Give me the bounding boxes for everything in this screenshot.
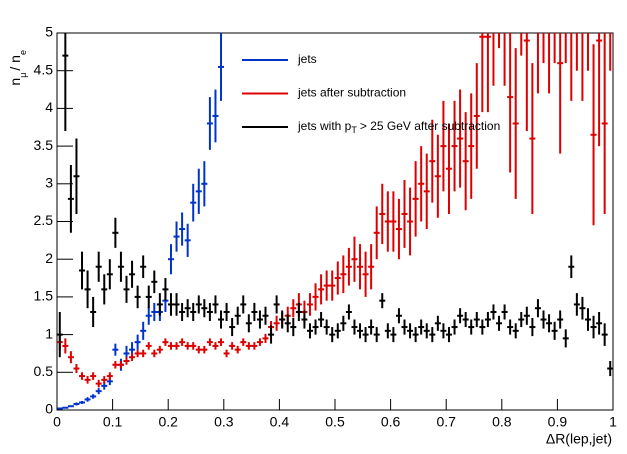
x-tick-label: 1 <box>609 414 617 430</box>
x-tick-label: 0.7 <box>436 414 456 430</box>
x-tick-label: 0.3 <box>214 414 234 430</box>
legend-label: jets after subtraction <box>297 86 406 100</box>
y-tick-label: 5 <box>45 24 53 40</box>
legend-sub: T <box>351 125 357 135</box>
x-tick-label: 0.4 <box>270 414 290 430</box>
y-label-sub: μ <box>18 73 28 78</box>
x-tick-label: 0 <box>53 414 61 430</box>
y-tick-label: 3.5 <box>34 137 54 153</box>
y-axis-label: nμ / ne <box>7 50 29 86</box>
x-tick-label: 0.2 <box>158 414 178 430</box>
x-tick-label: 0.1 <box>103 414 123 430</box>
x-axis-label: ΔR(lep,jet) <box>546 431 612 447</box>
y-tick-label: 2.5 <box>34 212 54 228</box>
x-tick-label: 0.6 <box>381 414 401 430</box>
y-label-part: n <box>7 78 23 86</box>
y-tick-label: 0.5 <box>34 363 54 379</box>
y-tick-label: 4 <box>45 99 53 115</box>
legend-label: jets <box>297 52 317 66</box>
y-tick-label: 1 <box>45 325 53 341</box>
y-tick-label: 4.5 <box>34 61 54 77</box>
marks <box>57 33 613 410</box>
y-tick-label: 1.5 <box>34 288 54 304</box>
x-tick-label: 0.5 <box>325 414 345 430</box>
y-tick-label: 0 <box>45 401 53 417</box>
legend-part: > 25 GeV after subtraction <box>360 119 500 133</box>
x-tick-label: 0.9 <box>548 414 568 430</box>
y-label-part: / n <box>7 55 23 71</box>
legend-label: jets with pT > 25 GeV after subtraction <box>297 119 500 135</box>
y-tick-label: 3 <box>45 175 53 191</box>
y-label-sub: e <box>18 50 28 55</box>
x-tick-label: 0.8 <box>492 414 512 430</box>
legend-part: jets with p <box>297 119 352 133</box>
y-tick-label: 2 <box>45 250 53 266</box>
